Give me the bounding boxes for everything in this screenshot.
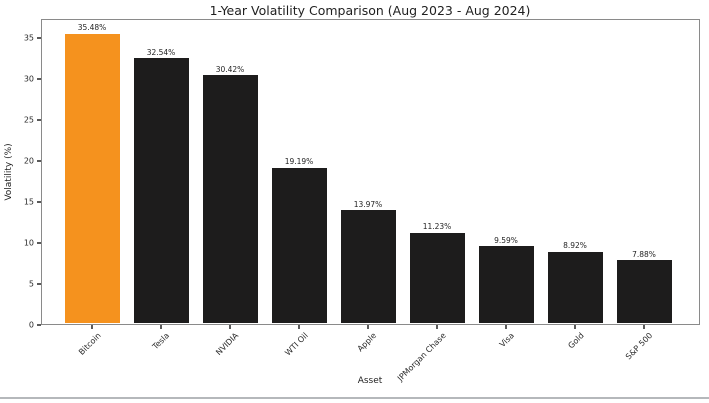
bar-value-label: 30.42% bbox=[215, 64, 245, 74]
bar-wti-oil bbox=[271, 167, 327, 324]
bar-value-label: 13.97% bbox=[353, 199, 383, 209]
y-tick-mark bbox=[36, 201, 41, 203]
y-tick-label: 30 bbox=[23, 74, 34, 84]
x-tick-label: Tesla bbox=[151, 331, 172, 352]
bar-gold bbox=[547, 251, 603, 324]
y-tick-label: 15 bbox=[23, 197, 34, 207]
bar-visa bbox=[478, 246, 534, 324]
y-tick-label: 20 bbox=[23, 156, 34, 166]
y-tick-mark bbox=[36, 119, 41, 121]
y-tick-label: 25 bbox=[23, 115, 34, 125]
x-axis-label: Asset bbox=[357, 376, 383, 386]
y-tick-mark bbox=[36, 324, 41, 326]
bar-value-label: 35.48% bbox=[77, 23, 107, 33]
bar-bitcoin bbox=[64, 33, 120, 324]
x-tick-mark bbox=[160, 325, 162, 329]
y-tick-mark bbox=[36, 37, 41, 39]
x-tick-mark bbox=[298, 325, 300, 329]
x-tick-mark bbox=[229, 325, 231, 329]
bar-value-label: 7.88% bbox=[632, 249, 656, 259]
x-tick-label: Gold bbox=[565, 331, 586, 351]
x-tick-mark bbox=[643, 325, 645, 329]
x-tick-label: S&P 500 bbox=[623, 331, 655, 362]
bar-value-label: 8.92% bbox=[563, 241, 587, 251]
chart-title: 1-Year Volatility Comparison (Aug 2023 -… bbox=[209, 3, 531, 18]
x-tick-label: Apple bbox=[355, 331, 379, 354]
x-tick-mark bbox=[574, 325, 576, 329]
y-tick-label: 5 bbox=[28, 279, 34, 289]
y-tick-mark bbox=[36, 160, 41, 162]
x-tick-mark bbox=[436, 325, 438, 329]
x-tick-mark bbox=[367, 325, 369, 329]
y-tick-mark bbox=[36, 78, 41, 80]
bar-tesla bbox=[133, 58, 189, 324]
bar-value-label: 19.19% bbox=[284, 157, 314, 167]
y-tick-label: 10 bbox=[23, 238, 34, 248]
window-bottom-divider bbox=[0, 397, 709, 399]
bar-apple bbox=[340, 210, 396, 324]
x-tick-label: WTI Oil bbox=[282, 331, 310, 358]
y-tick-label: 35 bbox=[23, 33, 34, 43]
x-tick-label: JPMorgan Chase bbox=[395, 331, 448, 383]
x-tick-label: NVIDIA bbox=[214, 331, 241, 358]
x-tick-mark bbox=[91, 325, 93, 329]
y-axis-label: Volatility (%) bbox=[4, 143, 14, 201]
x-tick-mark bbox=[505, 325, 507, 329]
y-tick-mark bbox=[36, 242, 41, 244]
y-tick-label: 0 bbox=[28, 320, 34, 330]
x-tick-label: Visa bbox=[498, 331, 517, 350]
bar-value-label: 9.59% bbox=[494, 235, 518, 245]
bar-jpmorgan-chase bbox=[409, 232, 465, 324]
bar-s-p-500 bbox=[616, 260, 672, 324]
bar-value-label: 32.54% bbox=[146, 47, 176, 57]
bar-nvidia bbox=[202, 75, 258, 324]
x-tick-label: Bitcoin bbox=[76, 331, 103, 357]
bar-value-label: 11.23% bbox=[422, 222, 452, 232]
y-tick-mark bbox=[36, 283, 41, 285]
